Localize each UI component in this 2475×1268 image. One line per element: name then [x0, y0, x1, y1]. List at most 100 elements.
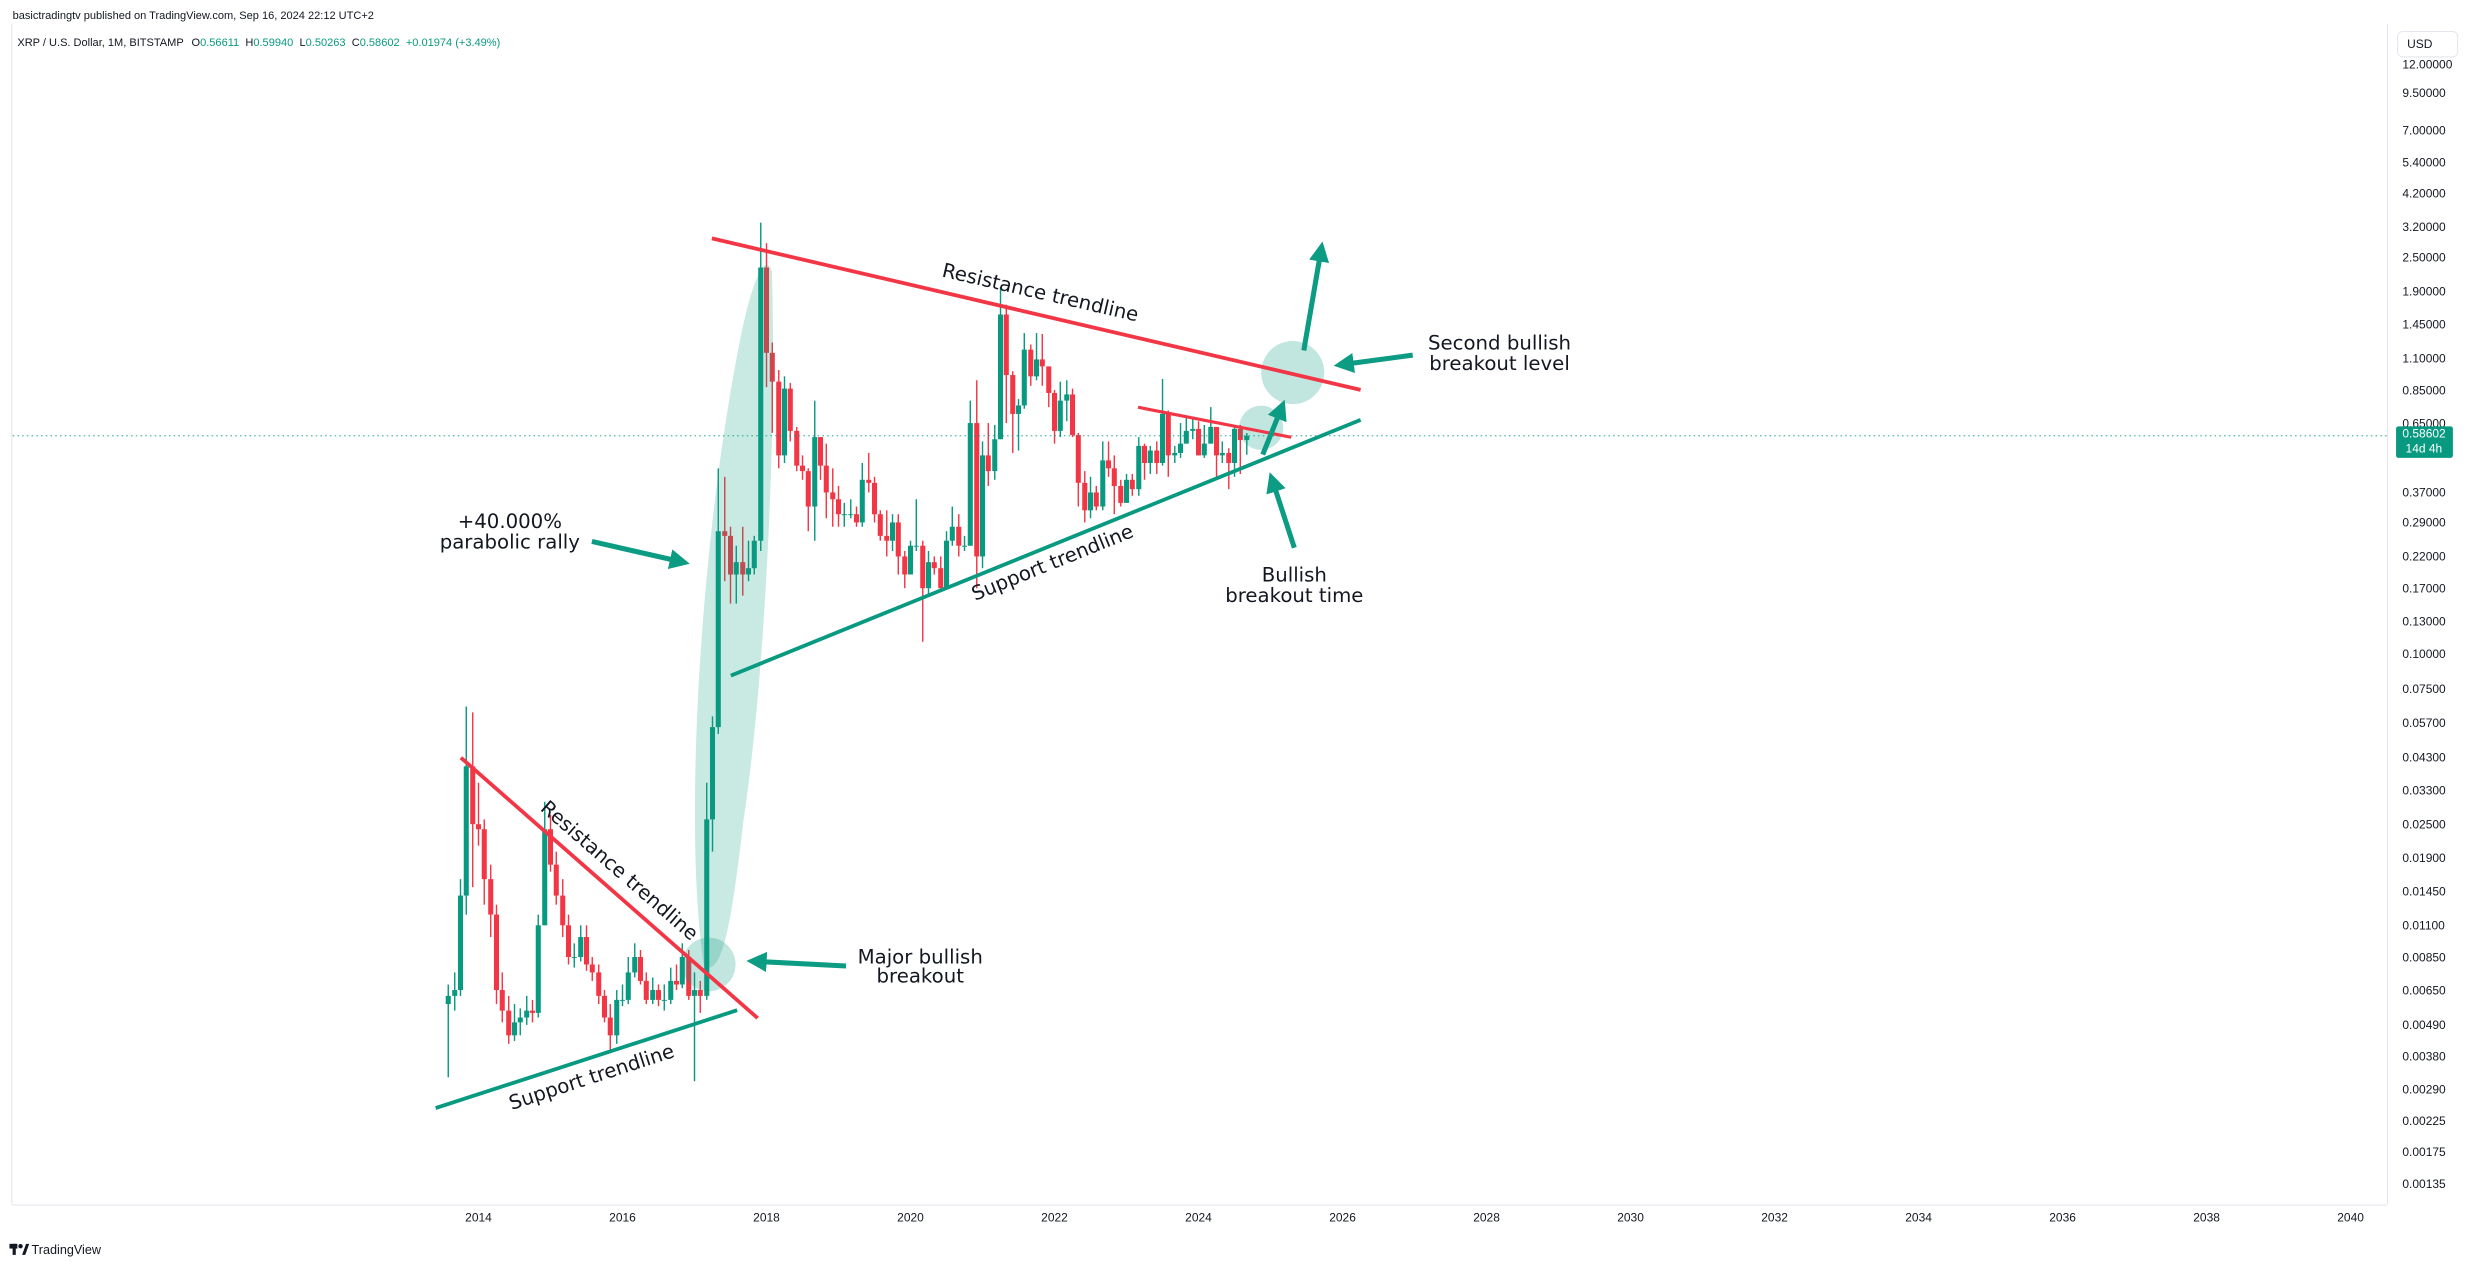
arrow	[1333, 352, 1414, 374]
ohlc-value: 0.58602	[360, 37, 400, 49]
candle-body	[974, 423, 980, 557]
candle-body	[578, 937, 584, 958]
candle-body	[895, 522, 901, 557]
countdown: 14d 4h	[2406, 441, 2443, 455]
annotation: parabolic rally	[440, 531, 581, 554]
candle-body	[1106, 460, 1112, 469]
candle-body	[452, 990, 458, 996]
x-tick-label: 2038	[2193, 1211, 2220, 1225]
candle-body	[1124, 479, 1130, 503]
candle-body	[1154, 450, 1160, 463]
candle-body	[913, 545, 919, 547]
candle-body	[596, 972, 602, 996]
arrow	[591, 538, 690, 570]
candle-body	[445, 995, 451, 1005]
candle-body	[524, 1010, 530, 1018]
candle-body	[961, 545, 968, 547]
candle-body	[1226, 452, 1232, 463]
candle-body	[488, 879, 494, 915]
x-tick-label: 2036	[2049, 1211, 2076, 1225]
candle-body	[758, 267, 764, 541]
x-tick-label: 2014	[465, 1211, 492, 1225]
candle-body	[1208, 426, 1214, 444]
candle-body	[607, 1017, 613, 1036]
annotation: breakout	[877, 965, 965, 988]
candle-body	[565, 925, 572, 958]
candle-body	[686, 957, 692, 996]
ohlc-value: 0.59940	[253, 37, 293, 49]
candle-body	[956, 526, 962, 546]
candle-body	[1070, 394, 1076, 435]
candle-body	[601, 995, 608, 1018]
y-tick-label: 0.00850	[2402, 950, 2446, 964]
y-tick-label: 0.13000	[2402, 614, 2446, 628]
y-tick-label: 0.10000	[2402, 647, 2446, 661]
candle-body	[517, 1017, 523, 1023]
candle-body	[463, 766, 469, 896]
publisher: basictradingtv published on TradingView.…	[13, 10, 374, 22]
candle-body	[668, 980, 674, 1000]
currency[interactable]: USD	[2407, 37, 2433, 51]
price-label: 0.58602	[2402, 427, 2446, 441]
candle-body	[715, 531, 721, 728]
annotation: Major bullish	[858, 946, 983, 969]
currency-button[interactable]	[2397, 31, 2459, 58]
y-tick-label: 0.03300	[2402, 783, 2446, 797]
rally-highlight	[694, 264, 774, 968]
candle-body	[1244, 435, 1250, 441]
candle-body	[1219, 452, 1225, 456]
candle-body	[805, 471, 811, 507]
candle-body	[794, 430, 800, 466]
candle-body	[799, 465, 806, 472]
candle-body	[823, 465, 829, 493]
x-tick-label: 2016	[609, 1211, 636, 1225]
y-tick-label: 0.07500	[2402, 682, 2446, 696]
plot-area: 12.00000 9.50000 7.00000 5.40000 4.20000 3.20…	[12, 57, 2453, 1225]
candle-body	[470, 766, 476, 825]
candle-body	[745, 568, 752, 575]
candle-body	[1214, 426, 1220, 456]
ohlc-label: H	[245, 37, 253, 49]
x-tick-label: 2024	[1185, 1211, 1212, 1225]
candle-body	[506, 1010, 512, 1036]
candle-body	[751, 540, 757, 569]
candle-body	[1183, 430, 1189, 444]
x-tick-label: 2028	[1473, 1211, 1500, 1225]
candle-body	[571, 957, 577, 958]
symbol: XRP / U.S. Dollar, 1M, BITSTAMP	[17, 37, 183, 49]
candle-body	[1088, 492, 1094, 511]
candle-body	[722, 531, 728, 536]
ohlc-label: L	[299, 37, 305, 49]
candle-body	[643, 980, 649, 1000]
y-tick-label: 0.00135	[2402, 1177, 2446, 1191]
candle-body	[1142, 445, 1148, 463]
candle-body	[1118, 485, 1124, 503]
candle-body	[830, 492, 836, 500]
y-tick-label: 0.17000	[2402, 581, 2446, 595]
candle-body	[835, 499, 842, 515]
y-tick-label: 0.01100	[2402, 919, 2445, 933]
candle-body	[1136, 445, 1142, 490]
candle-body	[943, 540, 950, 589]
candle-body	[625, 972, 631, 1000]
y-tick-label: 12.00000	[2402, 57, 2452, 71]
candle-body	[769, 352, 775, 382]
arrow	[746, 951, 847, 973]
candle-body	[499, 990, 505, 1011]
support-line	[730, 418, 1362, 678]
candle-body	[650, 990, 656, 1000]
candle-body	[614, 999, 620, 1036]
candle-body	[1039, 359, 1045, 367]
candle-body	[542, 829, 548, 926]
candle-body	[1052, 392, 1058, 431]
candle-body	[1232, 428, 1238, 463]
y-tick-label: 0.22000	[2402, 550, 2446, 564]
candle-body	[841, 514, 847, 516]
candle-body	[1015, 405, 1022, 414]
candle-body	[733, 562, 739, 575]
candle-body	[859, 479, 865, 523]
resistance-line	[459, 756, 759, 1020]
candle-body	[1160, 413, 1166, 463]
